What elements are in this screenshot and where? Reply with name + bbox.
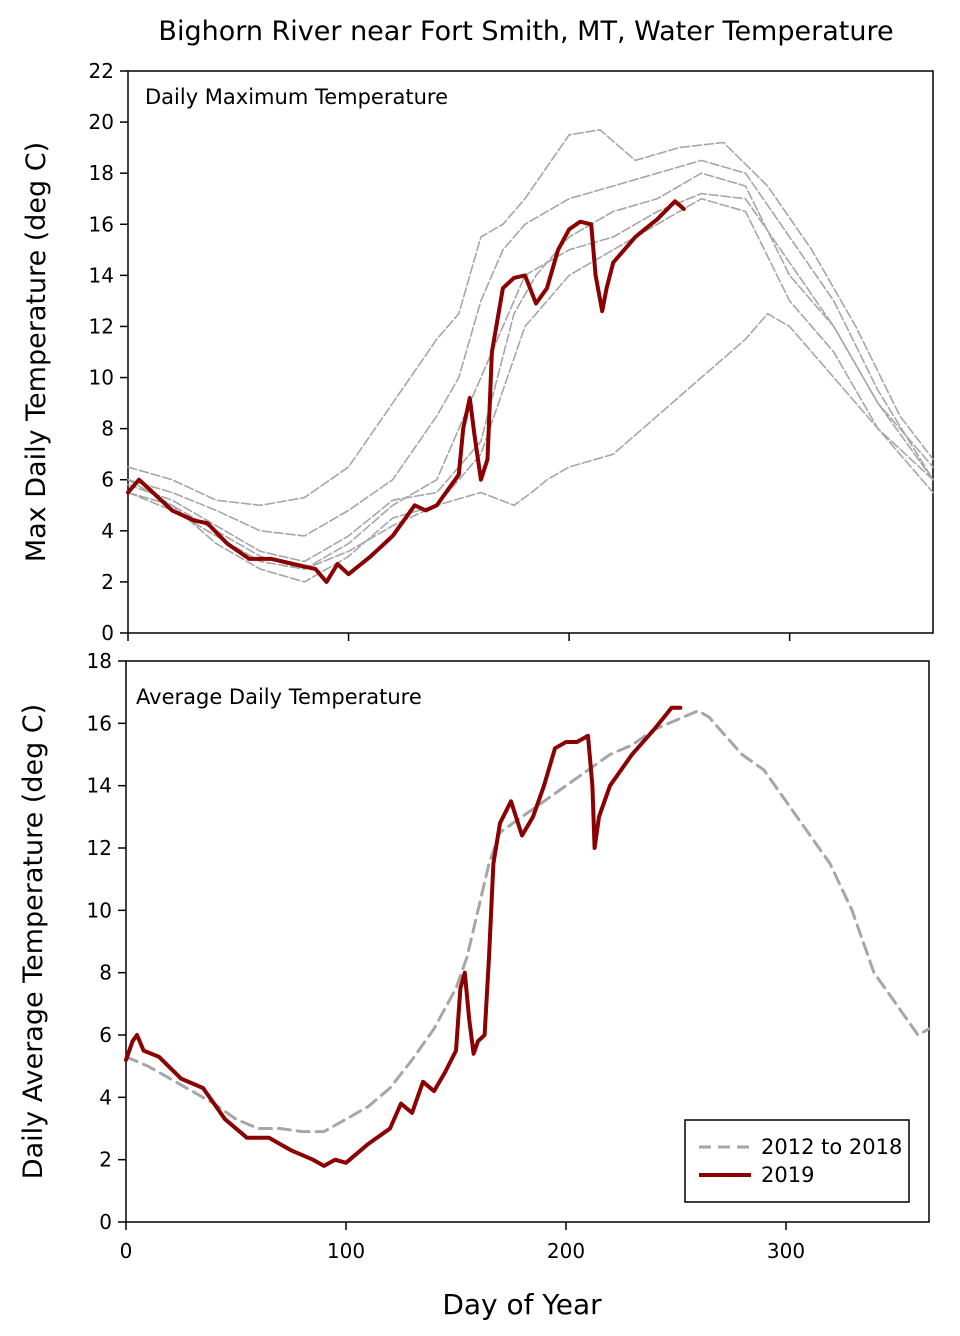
y-tick-label: 10	[87, 898, 112, 922]
plot-frame	[125, 660, 930, 1223]
y-tick-label: 14	[87, 774, 112, 798]
y-tick-label: 16	[87, 711, 112, 735]
legend-label-history: 2012 to 2018	[761, 1135, 902, 1159]
y-tick-label: 8	[101, 417, 114, 441]
series-2012-2018-line	[124, 709, 931, 1134]
legend: 2012 to 2018 2019	[684, 1119, 910, 1203]
y-axis-label: Max Daily Temperature (deg C)	[21, 142, 52, 562]
y-tick-label: 16	[89, 212, 114, 236]
legend-box	[684, 1119, 910, 1203]
y-tick-label: 4	[99, 1085, 112, 1109]
x-tick-label: 0	[120, 1239, 133, 1263]
x-tick-label: 200	[547, 1239, 585, 1263]
y-tick-label: 2	[101, 570, 114, 594]
y-tick-label: 2	[99, 1148, 112, 1172]
y-axis-label: Daily Average Temperature (deg C)	[18, 704, 49, 1179]
series-history-year-line	[127, 312, 934, 570]
series-history-year-line	[127, 129, 934, 507]
y-tick-label: 12	[87, 836, 112, 860]
y-tick-label: 18	[87, 649, 112, 673]
panel-label: Daily Maximum Temperature	[145, 85, 448, 109]
x-tick-label: 100	[327, 1239, 365, 1263]
y-tick-label: 22	[89, 59, 114, 83]
legend-label-2019: 2019	[761, 1163, 814, 1187]
series-2019-line	[124, 705, 683, 1168]
y-tick-label: 20	[89, 110, 114, 134]
y-tick-label: 14	[89, 263, 114, 287]
plot-frame	[127, 70, 934, 634]
series-history-year-line	[127, 172, 934, 563]
y-tick-label: 6	[101, 468, 114, 492]
y-tick-label: 0	[99, 1210, 112, 1234]
chart-panel-1: 0 2 4 6 8 10 12 14 16 18 20 22 Max Daily Temperature…	[21, 59, 934, 645]
x-tick-label: 300	[767, 1239, 805, 1263]
series-history-year-line	[127, 159, 934, 537]
panel-label: Average Daily Temperature	[136, 685, 422, 709]
y-tick-label: 6	[99, 1023, 112, 1047]
y-tick-label: 8	[99, 961, 112, 985]
y-tick-label: 12	[89, 314, 114, 338]
y-tick-label: 18	[89, 161, 114, 185]
chart-panel-2: 0 2 4 6 8 10 12 14 16 18 0 100 200 300 Daily Average T…	[18, 649, 931, 1263]
y-tick-label: 4	[101, 519, 114, 543]
series-2019-line	[126, 199, 686, 584]
y-tick-label: 0	[101, 621, 114, 645]
chart-title: Bighorn River near Fort Smith, MT, Water…	[158, 16, 893, 47]
series-history-year-line	[127, 197, 934, 583]
x-axis-label: Day of Year	[442, 1288, 602, 1321]
y-tick-label: 10	[89, 366, 114, 390]
